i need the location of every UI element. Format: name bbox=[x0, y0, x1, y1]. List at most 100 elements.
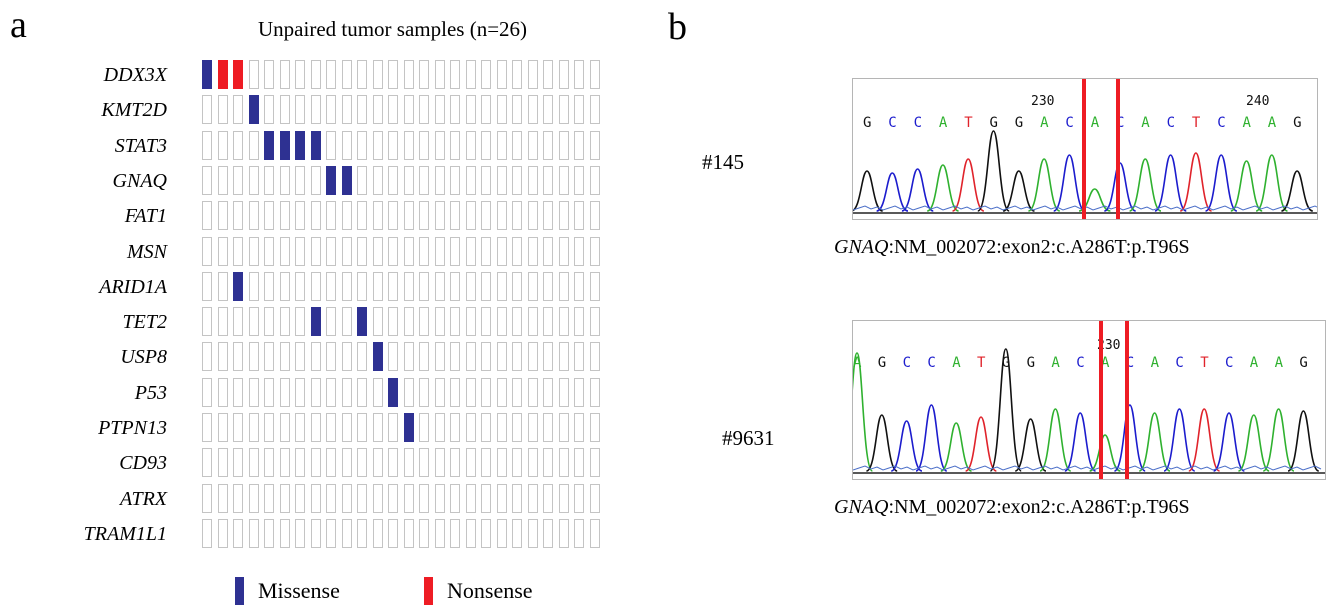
empty-cell bbox=[357, 130, 367, 160]
empty-cell bbox=[574, 271, 584, 301]
empty-cell bbox=[279, 307, 290, 337]
base-call: T bbox=[964, 115, 973, 131]
empty-cell bbox=[434, 130, 445, 160]
empty-cell bbox=[341, 201, 352, 231]
empty-cell bbox=[419, 165, 429, 195]
empty-cell bbox=[496, 60, 507, 89]
empty-cell bbox=[202, 165, 212, 195]
empty-cell bbox=[295, 518, 305, 548]
empty-cell bbox=[233, 377, 243, 407]
empty-cell bbox=[512, 377, 522, 407]
empty-cell bbox=[450, 342, 460, 372]
base-peak bbox=[1129, 158, 1162, 212]
empty-cell bbox=[527, 377, 538, 407]
empty-cell bbox=[295, 60, 305, 89]
empty-cell bbox=[295, 377, 305, 407]
empty-cell bbox=[527, 483, 538, 513]
gene-label: PTPN13 bbox=[98, 417, 167, 439]
empty-cell bbox=[496, 130, 507, 160]
empty-cell bbox=[403, 95, 414, 125]
empty-cell bbox=[403, 165, 414, 195]
empty-cell bbox=[419, 60, 429, 89]
gene-label: P53 bbox=[134, 381, 167, 404]
empty-cell bbox=[496, 236, 507, 266]
empty-cell bbox=[217, 377, 228, 407]
empty-cell bbox=[481, 377, 491, 407]
missense-mutation-cell bbox=[357, 307, 367, 337]
empty-cell bbox=[403, 342, 414, 372]
empty-cell bbox=[419, 236, 429, 266]
empty-cell bbox=[543, 307, 553, 337]
empty-cell bbox=[512, 201, 522, 231]
empty-cell bbox=[450, 307, 460, 337]
empty-cell bbox=[310, 95, 321, 125]
base-peak bbox=[1138, 412, 1171, 472]
empty-cell bbox=[326, 377, 336, 407]
empty-cell bbox=[589, 236, 600, 266]
empty-cell bbox=[419, 448, 429, 478]
empty-cell bbox=[512, 60, 522, 89]
empty-cell bbox=[403, 130, 414, 160]
empty-cell bbox=[527, 130, 538, 160]
empty-cell bbox=[558, 377, 569, 407]
empty-cell bbox=[558, 342, 569, 372]
empty-cell bbox=[217, 413, 228, 442]
empty-cell bbox=[465, 165, 476, 195]
empty-cell bbox=[481, 307, 491, 337]
empty-cell bbox=[419, 307, 429, 337]
empty-cell bbox=[326, 236, 336, 266]
empty-cell bbox=[341, 95, 352, 125]
empty-cell bbox=[512, 95, 522, 125]
empty-cell bbox=[372, 236, 383, 266]
empty-cell bbox=[310, 483, 321, 513]
empty-cell bbox=[419, 201, 429, 231]
nonsense-legend-label: Nonsense bbox=[447, 578, 533, 603]
gene-label: FAT1 bbox=[124, 205, 167, 228]
empty-cell bbox=[434, 201, 445, 231]
missense-mutation-cell bbox=[403, 413, 414, 442]
empty-cell bbox=[589, 307, 600, 337]
empty-cell bbox=[248, 130, 259, 160]
trace-sample-id: #9631 bbox=[722, 426, 775, 450]
empty-cell bbox=[233, 342, 243, 372]
empty-cell bbox=[450, 448, 460, 478]
empty-cell bbox=[496, 201, 507, 231]
empty-cell bbox=[326, 130, 336, 160]
base-call: G bbox=[1293, 115, 1301, 131]
empty-cell bbox=[202, 95, 212, 125]
empty-cell bbox=[589, 95, 600, 125]
empty-cell bbox=[403, 377, 414, 407]
missense-mutation-cell bbox=[310, 307, 321, 337]
base-peak bbox=[1281, 170, 1314, 212]
base-peak bbox=[1028, 158, 1061, 212]
empty-cell bbox=[341, 236, 352, 266]
empty-cell bbox=[295, 448, 305, 478]
missense-legend-swatch bbox=[235, 577, 244, 605]
empty-cell bbox=[589, 271, 600, 301]
empty-cell bbox=[217, 236, 228, 266]
empty-cell bbox=[279, 342, 290, 372]
empty-cell bbox=[217, 165, 228, 195]
missense-mutation-cell bbox=[264, 130, 274, 160]
empty-cell bbox=[496, 307, 507, 337]
base-call: A bbox=[952, 355, 961, 371]
empty-cell bbox=[357, 413, 367, 442]
empty-cell bbox=[403, 201, 414, 231]
empty-cell bbox=[481, 130, 491, 160]
empty-cell bbox=[465, 483, 476, 513]
empty-cell bbox=[543, 413, 553, 442]
empty-cell bbox=[589, 377, 600, 407]
empty-cell bbox=[357, 271, 367, 301]
empty-cell bbox=[434, 165, 445, 195]
empty-cell bbox=[574, 413, 584, 442]
empty-cell bbox=[326, 271, 336, 301]
empty-cell bbox=[512, 236, 522, 266]
empty-cell bbox=[434, 448, 445, 478]
base-peak bbox=[1154, 154, 1187, 212]
empty-cell bbox=[341, 518, 352, 548]
empty-cell bbox=[326, 60, 336, 89]
missense-mutation-cell bbox=[279, 130, 290, 160]
base-peak bbox=[989, 348, 1022, 472]
gene-label: GNAQ bbox=[112, 169, 167, 192]
empty-cell bbox=[264, 342, 274, 372]
